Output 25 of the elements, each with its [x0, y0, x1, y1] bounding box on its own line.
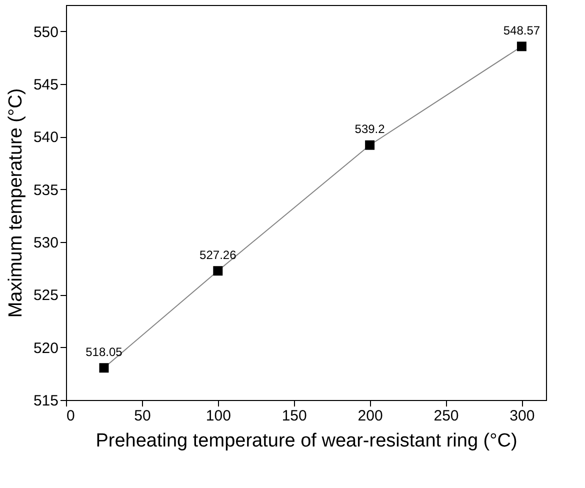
- data-label: 548.57: [503, 23, 540, 38]
- y-tick-label: 515: [33, 392, 58, 410]
- x-tick-label: 0: [66, 408, 75, 424]
- x-tick-label: 100: [206, 408, 231, 424]
- data-label: 539.2: [354, 122, 386, 136]
- data-label: 518.05: [86, 344, 123, 359]
- x-axis-title: Preheating temperature of wear-resistant ring (°C): [96, 430, 518, 452]
- y-tick-label: 520: [33, 340, 58, 357]
- y-tick-label: 530: [33, 234, 58, 252]
- x-tick-label: 150: [282, 408, 307, 424]
- x-tick-label: 200: [358, 408, 383, 424]
- x-tick-label: 50: [134, 408, 151, 424]
- point: [365, 140, 375, 150]
- point: [516, 42, 526, 52]
- y-tick-label: 525: [33, 287, 58, 304]
- point: [99, 363, 109, 373]
- y-tick-label: 550: [33, 24, 58, 41]
- y-tick-label: 535: [33, 182, 58, 199]
- data-label: 527.26: [200, 248, 237, 262]
- x-tick-label: 250: [434, 408, 459, 424]
- point: [213, 266, 223, 276]
- y-tick-label: 545: [33, 76, 58, 94]
- x-tick-label: 300: [510, 408, 535, 424]
- y-tick-label: 540: [33, 129, 58, 146]
- y-axis-title: Maximum temperature (°C): [5, 88, 26, 318]
